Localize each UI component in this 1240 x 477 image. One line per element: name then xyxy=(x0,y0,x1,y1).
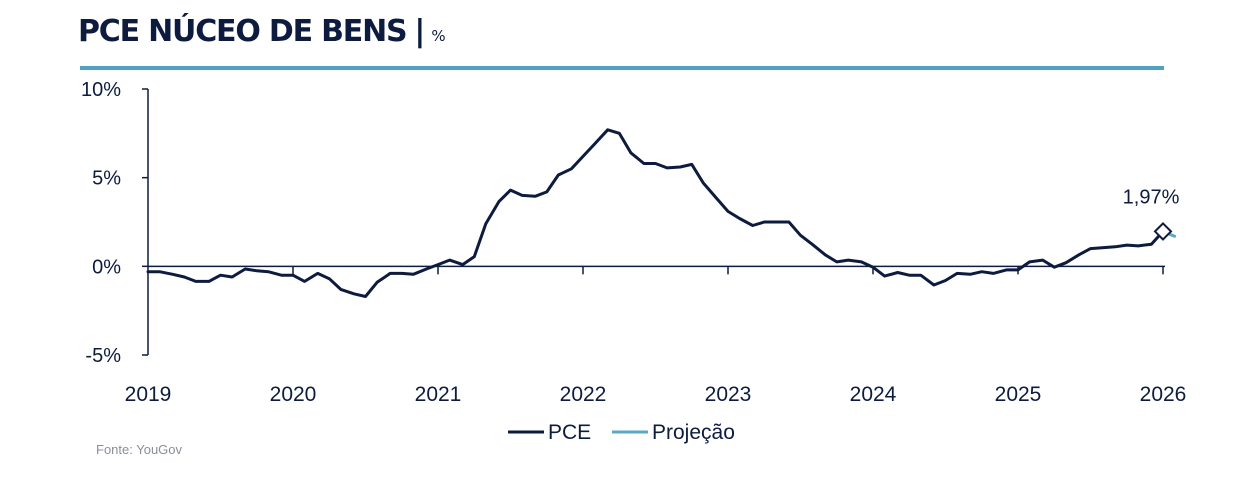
title-rule xyxy=(80,66,1164,70)
legend-label-pce: PCE xyxy=(548,421,591,444)
y-tick-label: -5% xyxy=(85,345,121,367)
x-tick-label: 2020 xyxy=(270,383,317,406)
chart-title-block: PCE NÚCEO DE BENS | % xyxy=(78,14,446,58)
y-tick-label: 5% xyxy=(92,168,121,190)
title-separator: | xyxy=(414,14,426,49)
y-tick-label: 0% xyxy=(92,256,121,278)
title-unit: % xyxy=(431,27,446,45)
legend-label-projection: Projeção xyxy=(652,421,735,444)
series-line-pce xyxy=(146,128,1165,298)
x-tick-label: 2023 xyxy=(705,383,752,406)
x-tick-label: 2026 xyxy=(1140,383,1187,406)
x-tick-label: 2025 xyxy=(995,383,1042,406)
source-note: Fonte: YouGov xyxy=(96,442,183,457)
x-tick-label: 2019 xyxy=(125,383,172,406)
x-tick-label: 2021 xyxy=(415,383,462,406)
y-tick-label: 10% xyxy=(81,79,121,101)
page-title: PCE NÚCEO DE BENS xyxy=(78,14,408,49)
annotation-value-label: 1,97% xyxy=(1123,186,1180,208)
x-tick-label: 2024 xyxy=(850,383,897,406)
annotation-diamond-marker xyxy=(1153,221,1173,241)
x-tick-label: 2022 xyxy=(560,383,607,406)
